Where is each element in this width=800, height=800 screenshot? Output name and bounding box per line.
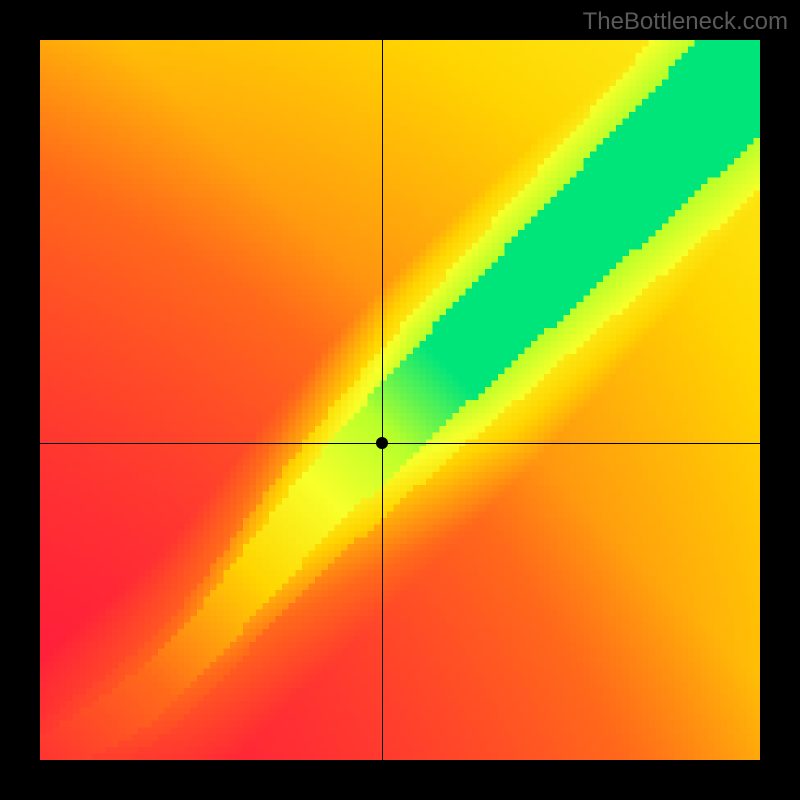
marker-point	[376, 437, 388, 449]
crosshair-vertical	[382, 40, 383, 760]
gradient-heatmap-canvas	[40, 40, 760, 760]
plot-frame	[0, 0, 800, 800]
crosshair-horizontal	[40, 443, 760, 444]
watermark-text: TheBottleneck.com	[583, 8, 788, 36]
